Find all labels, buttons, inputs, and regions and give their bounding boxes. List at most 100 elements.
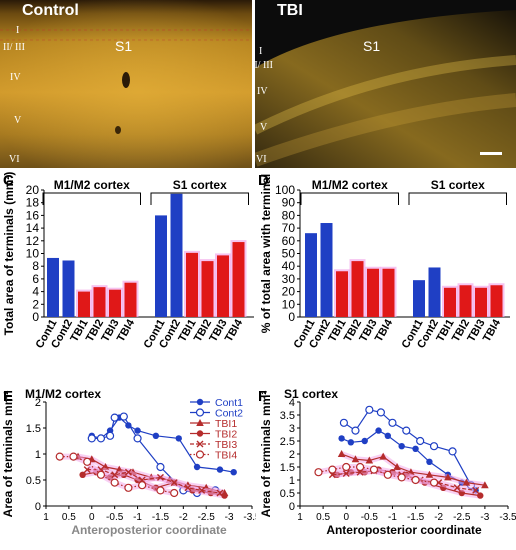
micrograph-control: Control S1 I II/ III IV V VI	[0, 0, 252, 168]
micrograph-control-region: S1	[115, 38, 133, 54]
y-tick-label: 6	[32, 272, 39, 286]
point-cont1	[134, 427, 141, 434]
point-cont2	[376, 408, 385, 417]
layer-label-iv: IV	[10, 72, 21, 83]
point-cont2	[351, 426, 360, 435]
point-cont1	[338, 435, 345, 442]
bar-cont2	[428, 267, 441, 317]
y-tick-label: 0	[35, 501, 41, 513]
point-cont1	[412, 445, 419, 452]
x-tick-label: -2.5	[453, 512, 471, 523]
point-tbi4	[138, 481, 147, 490]
y-tick-label: 12	[26, 234, 40, 248]
bar-cont2	[320, 223, 333, 317]
chart-title: S1 cortex	[284, 388, 338, 401]
micrograph-tbi-image	[255, 0, 516, 168]
x-tick-label: -3	[225, 512, 234, 523]
panel-letter-e: E	[3, 388, 14, 405]
point-cont2	[96, 434, 106, 443]
y-tick-label: 20	[282, 285, 296, 299]
x-tick-label: -2	[179, 512, 188, 523]
group-bracket	[408, 192, 507, 205]
point-tbi4	[314, 468, 323, 477]
chart-title: M1/M2 cortex	[25, 388, 101, 401]
y-tick-label: 1.5	[280, 462, 295, 474]
point-tbi4	[96, 470, 106, 479]
x-tick-label: 0.5	[62, 512, 76, 523]
point-tbi3	[342, 470, 350, 477]
bar-cont1	[155, 215, 167, 317]
y-tick-label: 3.5	[280, 410, 295, 422]
point-tbi4	[69, 452, 78, 461]
y-tick-label: 2	[35, 397, 41, 409]
point-tbi3	[170, 479, 178, 487]
series-line-tbi3	[87, 468, 221, 494]
point-tbi4	[170, 488, 179, 498]
x-tick-label: -2	[434, 512, 443, 523]
y-axis-label: Area of terminals mm²	[1, 391, 15, 518]
point-tbi3	[216, 489, 224, 497]
y-tick-label: 2.5	[280, 436, 295, 448]
bar-cont1	[413, 280, 425, 317]
legend-label: Cont2	[215, 408, 243, 420]
y-tick-label: 8	[32, 259, 39, 273]
x-tick-label: -0.5	[361, 512, 379, 523]
bar-tbi3	[475, 287, 487, 317]
x-tick-label: 0	[89, 512, 95, 523]
micrograph-tbi: TBI S1 I II/ III IV V VI	[255, 0, 516, 168]
panel-letter-d: D	[258, 172, 269, 189]
y-tick-label: 0	[32, 310, 39, 324]
point-tbi4	[369, 465, 379, 474]
point-cont2	[416, 436, 425, 446]
x-tick-label: -1	[133, 512, 142, 523]
y-axis-label: Area of terminals mm²	[259, 391, 273, 518]
y-tick-label: 60	[282, 234, 296, 248]
bar-tbi4	[490, 285, 503, 317]
point-tbi4	[156, 486, 165, 495]
bar-tbi2	[93, 287, 106, 317]
y-tick-label: 20	[26, 183, 40, 197]
x-tick-label: -1.5	[152, 512, 170, 523]
x-category-label: TBI4	[373, 317, 396, 344]
point-tbi3	[124, 468, 132, 476]
micrograph-tbi-region: S1	[363, 38, 381, 54]
point-cont1	[384, 432, 392, 439]
y-tick-label: 2	[289, 449, 295, 461]
point-cont1	[230, 469, 237, 476]
y-tick-label: 1	[289, 475, 295, 487]
point-cont1	[216, 466, 224, 473]
point-tbi4	[429, 478, 439, 487]
point-tbi3	[198, 486, 206, 494]
point-tbi1	[481, 481, 489, 489]
legend-marker	[196, 430, 204, 437]
chart-e-m1m2-line: 0 0.5 1 1.5 2 1 0.5 0 -0.5 -1 -1.5 -2 -2.5 -3 -3.5 Ante…	[1, 388, 256, 537]
bar-tbi2	[351, 261, 364, 317]
micrograph-tbi-title: TBI	[277, 2, 303, 19]
group-label: M1/M2 cortex	[312, 178, 388, 192]
y-tick-label: 2	[32, 297, 39, 311]
y-tick-label: 1	[35, 449, 41, 461]
layer-label-i: I	[259, 46, 263, 57]
x-tick-label: -2.5	[198, 512, 216, 523]
y-tick-label: 90	[282, 196, 296, 210]
point-tbi3	[111, 471, 119, 479]
point-tbi4	[355, 462, 365, 472]
y-tick-label: 0	[288, 310, 295, 324]
x-axis-label: Anteroposterior coordinate	[326, 523, 482, 537]
point-tbi4	[342, 462, 351, 472]
point-tbi4	[383, 470, 392, 479]
point-cont2	[339, 418, 349, 427]
y-tick-label: 3	[289, 423, 295, 435]
bar-tbi3	[217, 255, 229, 317]
y-axis-label: Total area of terminals (mm²)	[2, 172, 16, 335]
y-tick-label: 50	[282, 247, 296, 261]
bar-tbi4	[382, 268, 395, 317]
point-cont2	[87, 434, 96, 443]
bar-cont2	[62, 260, 75, 317]
bar-tbi3	[367, 268, 379, 317]
bar-tbi1	[336, 271, 348, 317]
point-cont1	[398, 443, 405, 450]
y-tick-label: 0.5	[280, 488, 295, 500]
